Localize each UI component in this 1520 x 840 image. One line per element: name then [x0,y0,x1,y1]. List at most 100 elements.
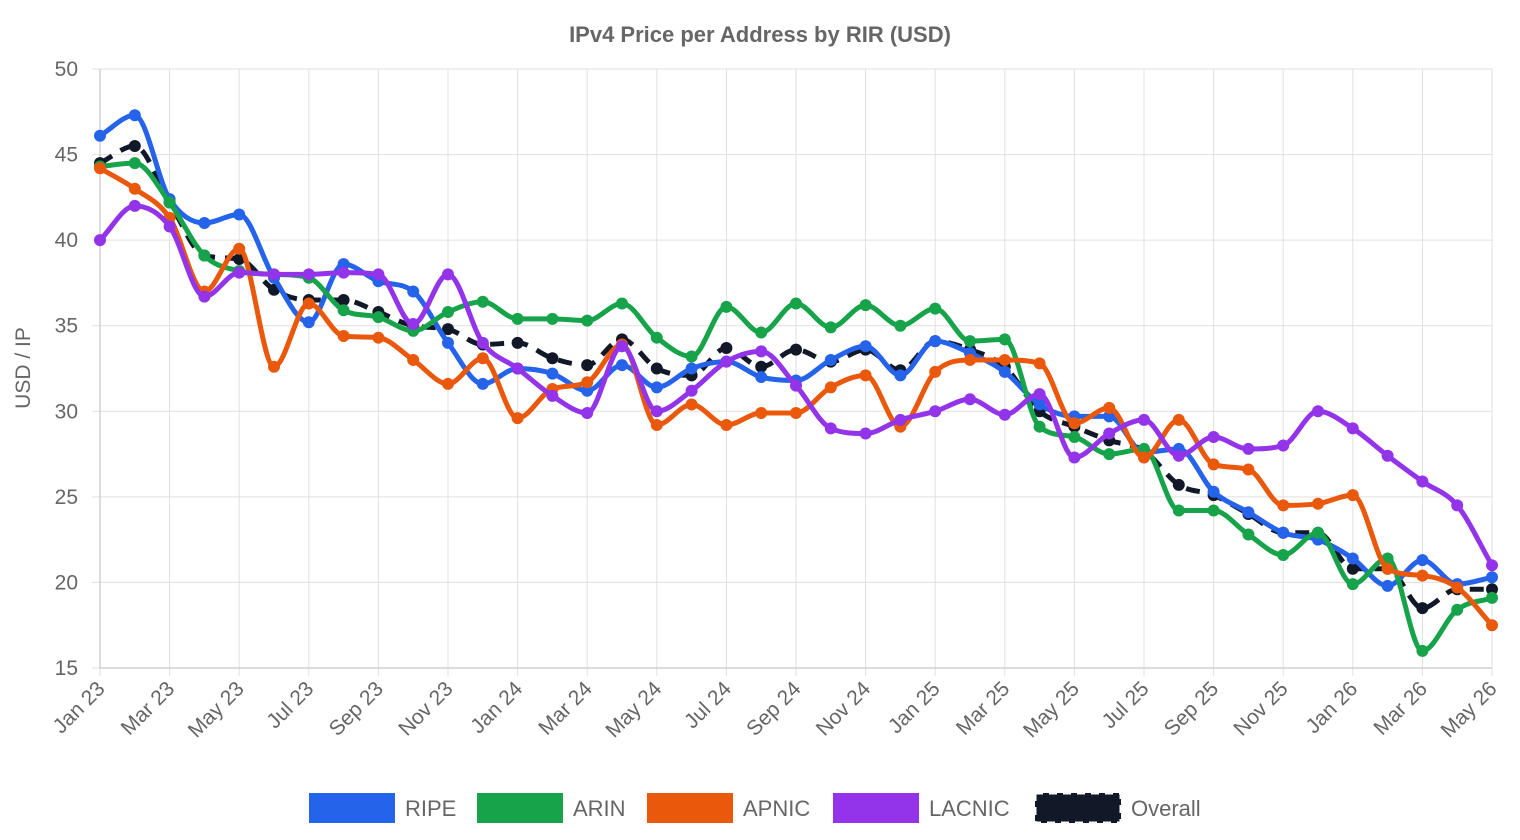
data-point-ripe [1033,398,1046,411]
data-point-ripe [302,316,315,329]
legend-swatch-lacnic [833,793,919,823]
legend-swatch-ripe [309,793,395,823]
data-point-arin [1346,578,1359,591]
data-point-overall [1346,562,1359,575]
data-point-ripe [998,365,1011,378]
data-point-lacnic [581,406,594,419]
data-point-arin [859,299,872,312]
data-point-apnic [790,406,802,419]
data-point-apnic [1451,581,1464,594]
data-point-lacnic [1242,442,1255,455]
series-layer [94,109,1498,657]
data-point-arin [198,249,211,262]
y-tick-label: 45 [55,144,78,167]
data-point-lacnic [685,384,698,397]
data-point-arin [720,300,733,313]
data-point-arin [1033,420,1046,433]
data-point-lacnic [616,340,628,353]
grid-lines [92,68,1493,676]
data-point-lacnic [1033,388,1046,401]
data-point-apnic [720,418,733,431]
data-point-lacnic [1381,449,1394,462]
data-point-overall [790,343,802,356]
data-point-overall [1172,478,1185,491]
data-point-ripe [233,208,246,221]
data-point-apnic [1416,569,1429,582]
legend-label-arin: ARIN [573,796,626,821]
data-point-apnic [1381,562,1394,575]
data-point-ripe [859,340,872,353]
data-point-arin [929,302,942,315]
data-point-apnic [337,329,350,342]
data-point-lacnic [929,405,942,418]
data-point-overall [128,140,141,153]
data-point-ripe [1486,571,1498,584]
data-point-lacnic [790,379,802,392]
x-tick-label: Nov 23 [394,677,457,740]
data-point-arin [1172,504,1185,517]
data-point-apnic [407,353,420,366]
data-point-overall [442,323,454,336]
data-point-ripe [650,381,663,394]
data-point-arin [1242,528,1255,541]
legend-item-apnic: APNIC [647,793,810,823]
data-point-arin [894,319,907,332]
data-point-ripe [824,353,837,366]
legend-swatch-apnic [647,793,733,823]
data-point-arin [1312,526,1324,539]
data-point-overall [1486,583,1498,596]
legend-label-lacnic: LACNIC [929,796,1010,821]
data-point-ripe [1346,552,1359,565]
data-point-lacnic [337,266,350,279]
data-point-arin [476,295,489,308]
data-point-overall [755,360,768,373]
data-point-lacnic [1172,449,1185,462]
data-point-ripe [581,384,594,397]
x-tick-label: Sep 23 [325,677,388,740]
legend-label-ripe: RIPE [405,796,456,821]
x-tick-label: Mar 23 [117,677,179,739]
data-point-apnic [650,418,663,431]
data-point-ripe [546,367,559,380]
data-point-arin [511,312,524,325]
data-point-arin [1486,591,1498,604]
x-tick-label: Jan 25 [884,677,945,738]
data-point-lacnic [511,362,524,375]
data-point-overall [546,352,559,365]
data-point-ripe [198,217,211,230]
data-point-lacnic [1312,405,1324,418]
data-point-ripe [1277,526,1290,539]
data-point-ripe [1381,579,1394,592]
data-point-ripe [616,359,628,372]
data-point-ripe [94,129,106,142]
data-point-apnic [268,360,280,373]
x-tick-label: May 24 [601,677,666,742]
legend-label-overall: Overall [1131,796,1201,821]
data-point-apnic [94,162,106,175]
data-point-arin [790,297,802,310]
data-point-lacnic [859,427,872,440]
y-axis-ticks: 15 20 25 30 35 40 45 50 [55,58,78,680]
data-point-lacnic [1451,499,1464,512]
data-point-arin [1451,603,1464,616]
y-tick-label: 35 [55,315,78,338]
legend-item-ripe: RIPE [309,793,456,823]
data-point-apnic [1312,497,1324,510]
data-point-apnic [233,242,246,255]
x-tick-label: Jan 23 [49,677,110,738]
data-point-lacnic [476,336,489,349]
data-point-apnic [824,381,837,394]
x-tick-label: Jan 26 [1301,677,1362,738]
data-point-apnic [755,406,768,419]
data-point-apnic [1277,499,1290,512]
data-point-arin [1207,504,1220,517]
data-point-apnic [302,297,315,310]
data-point-apnic [1138,451,1150,464]
data-point-ripe [1103,410,1116,423]
x-tick-label: Mar 26 [1369,677,1431,739]
data-point-arin [685,350,698,363]
data-point-lacnic [1346,422,1359,435]
data-point-apnic [685,398,698,411]
data-point-ripe [476,377,489,390]
